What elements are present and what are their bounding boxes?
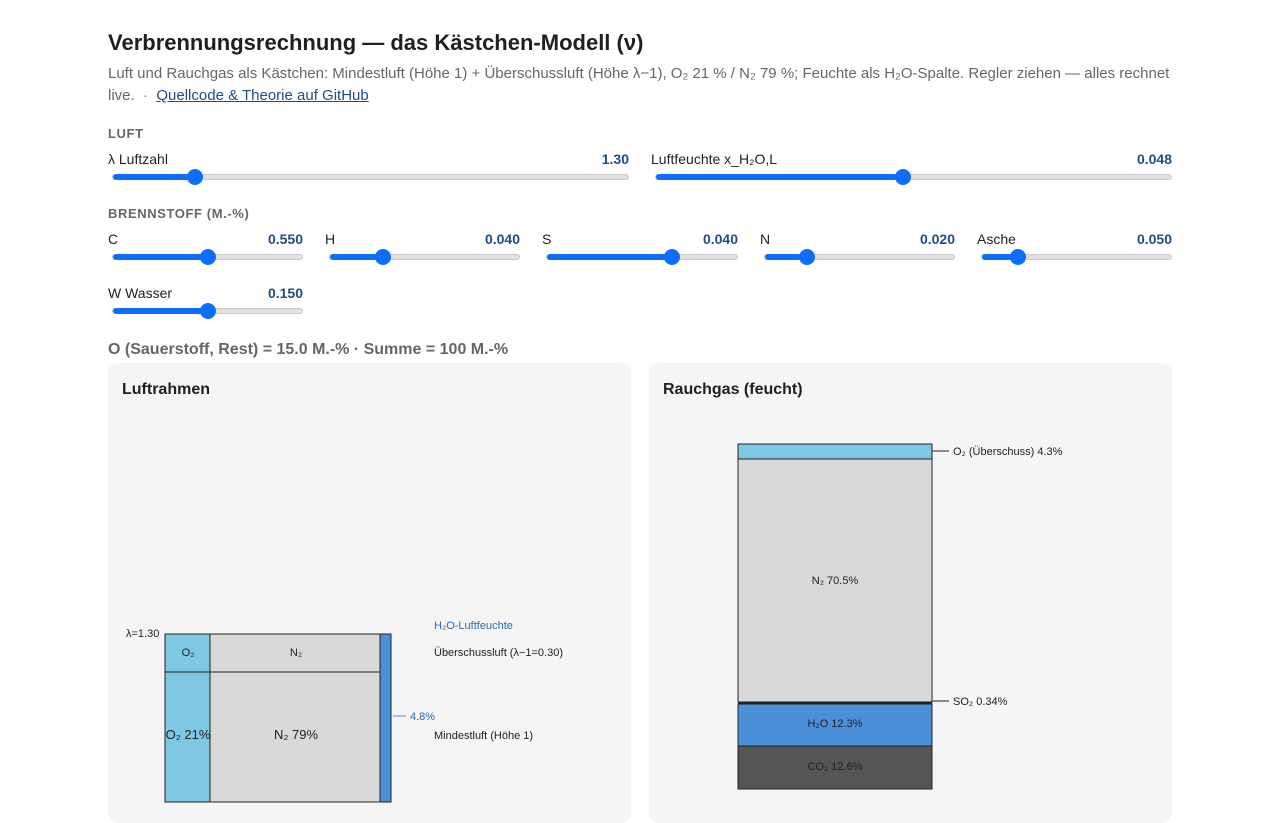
carbon-thumb[interactable] [199,249,216,265]
excess-n2-label: N₂ [290,647,302,659]
flue-co2-box [737,745,933,790]
sulfur-fill [547,254,673,260]
air-frame-diagram: λ=1.30 O₂ N₂ O₂ 21% N₂ 79% 4.8% H₂O-Luft… [126,620,563,803]
sulfur-value: 0.040 [702,231,738,247]
water-track[interactable] [112,303,303,319]
nitrogen-thumb[interactable] [798,249,815,265]
flue-co2-label: CO₂ 12.6% [807,761,862,773]
hydrogen-label: H [325,231,336,247]
flue-h2o-label: H₂O 12.3% [807,718,862,730]
humidity-label: Luftfeuchte x_H₂O,L [651,151,778,167]
page-title: Verbrennungsrechnung — das Kästchen-Mode… [108,30,644,55]
hydrogen-value: 0.040 [484,231,520,247]
water-fill [113,308,208,314]
flue-n2-label: N₂ 70.5% [812,575,859,587]
ash-thumb[interactable] [1009,249,1026,265]
hydrogen-thumb[interactable] [374,249,391,265]
water-value: 0.150 [267,285,303,301]
carbon-label: C [108,231,119,247]
lambda-thumb[interactable] [187,169,204,185]
humidity-thumb[interactable] [895,169,912,185]
flue-gas-panel: Rauchgas (feucht) O₂ (Überschuss) 4.3% N… [649,363,1172,823]
air-panel-title: Luftrahmen [122,381,210,398]
flue-o2-box [737,443,933,460]
water-label: W Wasser [108,285,173,301]
lambda-value: 1.30 [601,151,629,167]
ash-fill [982,254,1018,260]
excess-n2-box [209,633,381,673]
carbon-fill [113,254,208,260]
nitrogen-track[interactable] [764,249,955,265]
lambda-marker-label: λ=1.30 [126,628,159,640]
humidity-percent-label: 4.8% [410,711,435,723]
flue-gas-panel-title: Rauchgas (feucht) [663,381,803,398]
excess-o2-label: O₂ [182,647,195,659]
humidity-column [379,633,392,803]
ash-value: 0.050 [1136,231,1172,247]
nitrogen-fill [765,254,807,260]
carbon-track[interactable] [112,249,303,265]
flue-n2-box [737,458,933,703]
humidity-title-label: H₂O-Luftfeuchte [434,620,513,632]
flue-o2-label: O₂ (Überschuss) 4.3% [953,446,1063,458]
min-o2-label: O₂ 21% [166,727,211,742]
subtitle-text: Luft und Rauchgas als Kästchen: Mindestl… [108,65,1170,104]
oxygen-sum-readout: O (Sauerstoff, Rest) = 15.0 M.-% · Summe… [108,341,509,358]
flue-gas-diagram: O₂ (Überschuss) 4.3% N₂ 70.5% SO₂ 0.34% … [737,443,1063,790]
subtitle-separator: · [143,87,149,104]
ash-track[interactable] [981,249,1172,265]
section-air: LUFT [108,126,144,141]
sulfur-label: S [542,231,552,247]
nitrogen-value: 0.020 [919,231,955,247]
lambda-fill [113,174,196,180]
water-thumb[interactable] [199,303,216,319]
nitrogen-label: N [760,231,771,247]
flue-h2o-box [737,703,933,747]
ash-label: Asche [977,231,1016,247]
hydrogen-track[interactable] [329,249,520,265]
min-air-label: Mindestluft (Höhe 1) [434,730,533,742]
flue-so2-label: SO₂ 0.34% [953,696,1008,708]
page-subtitle: Luft und Rauchgas als Kästchen: Mindestl… [108,63,1172,107]
flue-so2-box [738,702,932,704]
excess-air-label: Überschussluft (λ−1=0.30) [434,647,563,659]
sulfur-thumb[interactable] [664,249,681,265]
hydrogen-fill [330,254,383,260]
carbon-value: 0.550 [267,231,303,247]
min-o2-box [164,671,211,803]
min-n2-label: N₂ 79% [274,727,319,742]
air-panel: Luftrahmen λ=1.30 O₂ N₂ O₂ 21% N₂ 79% 4.… [108,363,631,823]
section-fuel: BRENNSTOFF (M.-%) [108,206,250,221]
sulfur-track[interactable] [546,249,738,265]
humidity-track[interactable] [655,169,1172,185]
humidity-fill [656,174,904,180]
lambda-label: λ Luftzahl [108,151,168,167]
humidity-value: 0.048 [1136,151,1172,167]
lambda-track[interactable] [112,169,629,185]
github-link[interactable]: Quellcode & Theorie auf GitHub [156,87,369,104]
